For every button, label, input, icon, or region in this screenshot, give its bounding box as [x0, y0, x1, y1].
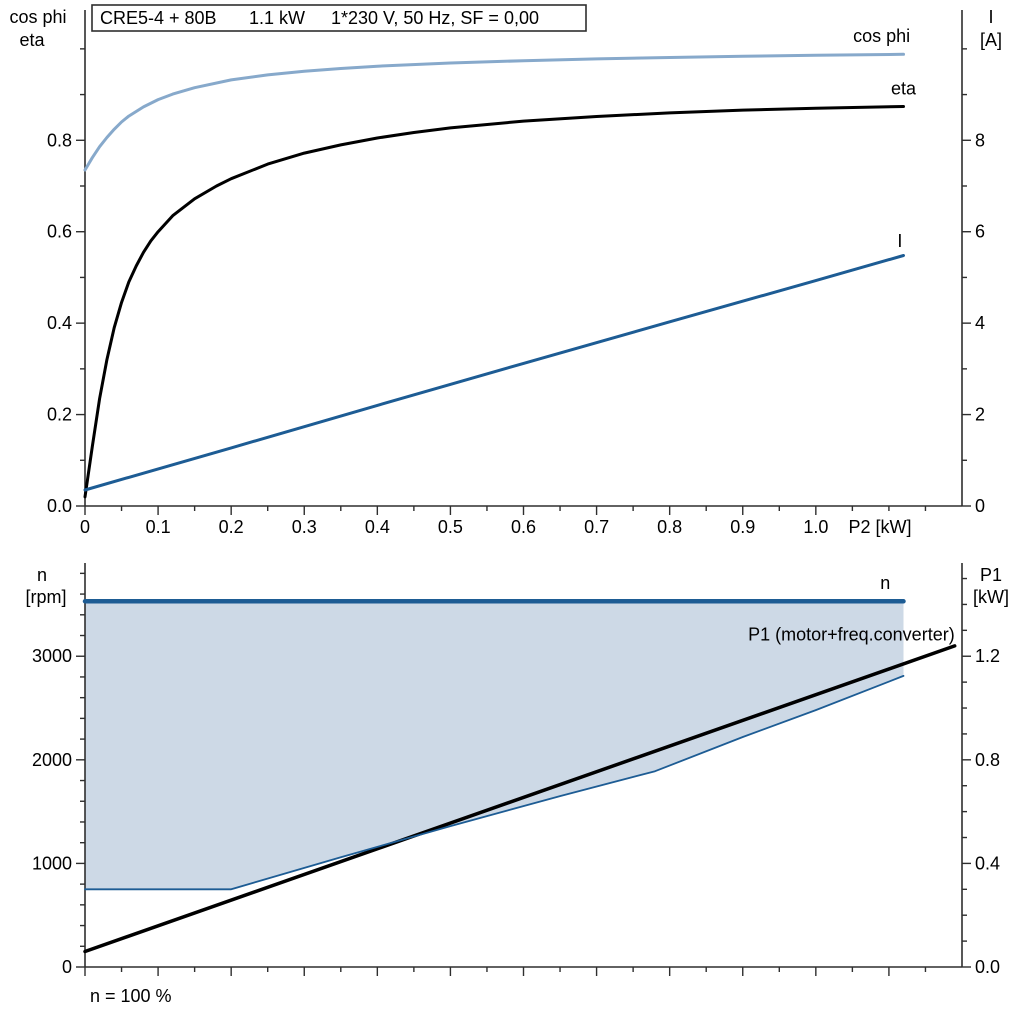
- y-right-tick-label: 0.4: [975, 853, 1000, 873]
- series-label-p1-motor-freq-converter: P1 (motor+freq.converter): [748, 625, 955, 645]
- y-left-tick-label: 3000: [32, 646, 72, 666]
- speed-range-fill: [85, 601, 904, 890]
- lower-left-axis-title-line1: n: [37, 565, 47, 585]
- y-left-tick-label: 0.6: [47, 222, 72, 242]
- lower-chart: 0 1000 2000 3000 0.0 0.4 0.8 1.2 P1 (motor+freq.…: [32, 563, 1000, 977]
- series-label-n: n: [880, 573, 890, 593]
- footnote: n = 100 %: [90, 986, 172, 1006]
- upper-right-axis-title-line1: I: [988, 7, 993, 27]
- y-left-tick-label: 0.4: [47, 313, 72, 333]
- series-line-speed-range-lower-limit: [84, 675, 905, 891]
- y-left-tick-label: 0.0: [47, 496, 72, 516]
- y-left-tick-label: 1000: [32, 853, 72, 873]
- y-left-tick-label: 0: [62, 957, 72, 977]
- chart-title-box: CRE5-4 + 80B 1.1 kW 1*230 V, 50 Hz, SF = 0…: [91, 4, 587, 32]
- lower-right-axis-title-line2: [kW]: [973, 587, 1009, 607]
- x-tick-label: 1.0: [803, 517, 828, 537]
- series-line-cos-phi: [83, 52, 905, 172]
- y-right-tick-label: 0.8: [975, 750, 1000, 770]
- y-right-tick-label: 0.0: [975, 957, 1000, 977]
- x-tick-label: 0.1: [146, 517, 171, 537]
- x-tick-label: 0.9: [730, 517, 755, 537]
- x-tick-label: 0: [80, 517, 90, 537]
- y-right-tick-label: 0: [975, 496, 985, 516]
- x-tick-label: 0.4: [365, 517, 390, 537]
- upper-chart: 0.0 0.2 0.4 0.6 0.8 0 2 4 6 8 0 0.1 0.2 0.3 0.4 0.5 0.6 0…: [47, 10, 985, 537]
- y-right-tick-label: 2: [975, 405, 985, 425]
- y-right-tick-label: 8: [975, 130, 985, 150]
- x-tick-label: 0.6: [511, 517, 536, 537]
- x-tick-label: 0.8: [657, 517, 682, 537]
- series-label-eta: eta: [891, 79, 917, 99]
- title-pump-model: CRE5-4 + 80B: [100, 8, 217, 28]
- y-left-tick-label: 0.8: [47, 130, 72, 150]
- title-box-border: [91, 4, 587, 32]
- x-axis-title: P2 [kW]: [848, 517, 911, 537]
- series-line-p1-motor-freq-converter: [83, 644, 957, 954]
- x-tick-label: 0.3: [292, 517, 317, 537]
- y-right-tick-label: 6: [975, 222, 985, 242]
- title-supply: 1*230 V, 50 Hz, SF = 0,00: [331, 8, 539, 28]
- y-left-tick-label: 2000: [32, 750, 72, 770]
- x-tick-label: 0.2: [219, 517, 244, 537]
- lower-left-axis-title-line2: [rpm]: [25, 587, 66, 607]
- y-left-tick-label: 0.2: [47, 405, 72, 425]
- upper-left-axis-title-line1: cos phi: [9, 7, 66, 27]
- title-power: 1.1 kW: [249, 8, 305, 28]
- upper-right-axis-title-line2: [A]: [980, 30, 1002, 50]
- chart-title: CRE5-4 + 80B 1.1 kW 1*230 V, 50 Hz, SF = 0…: [100, 8, 539, 28]
- series-line-eta: [83, 105, 905, 499]
- series-label-i: I: [897, 231, 902, 251]
- x-tick-label: 0.7: [584, 517, 609, 537]
- x-tick-label: 0.5: [438, 517, 463, 537]
- y-right-tick-label: 1.2: [975, 646, 1000, 666]
- series-label-cos-phi: cos phi: [853, 26, 910, 46]
- series-line-i: [83, 254, 905, 492]
- lower-right-axis-title-line1: P1: [980, 565, 1002, 585]
- y-right-tick-label: 4: [975, 313, 985, 333]
- upper-left-axis-title-line2: eta: [19, 30, 45, 50]
